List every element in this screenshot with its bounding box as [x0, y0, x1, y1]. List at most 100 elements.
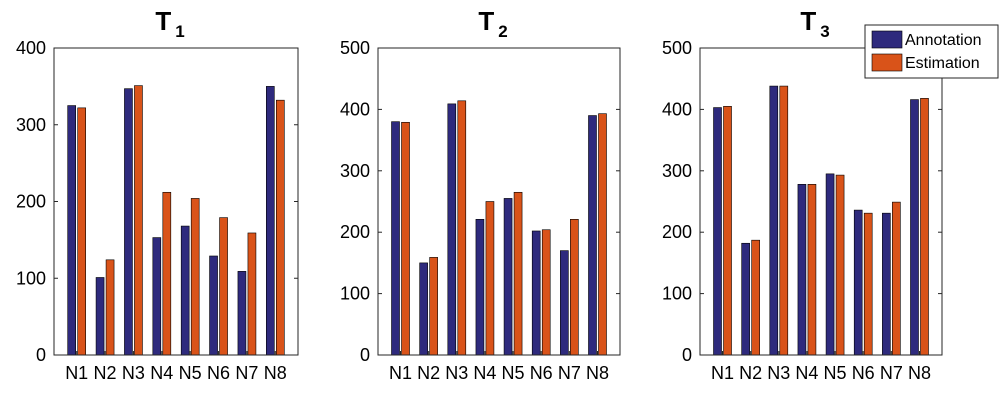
x-tick-label: N6: [530, 363, 553, 383]
y-tick-label: 200: [340, 222, 370, 242]
bar-estimation-n3: [779, 85, 789, 356]
bar-estimation-n2: [105, 259, 115, 356]
bar-estimation-n6: [541, 229, 551, 356]
bar-estimation-n2: [429, 257, 438, 356]
x-tick-label: N6: [852, 363, 875, 383]
x-tick-label: N5: [502, 363, 525, 383]
bar-estimation-n3: [457, 100, 467, 356]
bar-estimation-n8: [276, 99, 285, 356]
y-tick-label: 500: [340, 38, 370, 58]
bar-estimation-n8: [598, 113, 607, 356]
x-tick-label: N7: [558, 363, 581, 383]
legend-swatch-estimation: [871, 53, 903, 72]
bar-annotation-n3: [124, 88, 133, 356]
bar-annotation-n5: [180, 225, 190, 356]
bar-estimation-n8: [920, 98, 929, 356]
y-tick-label: 200: [16, 192, 46, 212]
bar-annotation-n8: [266, 86, 275, 356]
x-tick-label: N8: [264, 363, 287, 383]
y-tick-label: 400: [662, 99, 692, 119]
bar-annotation-n1: [713, 107, 722, 356]
bar-estimation-n5: [835, 174, 845, 356]
legend-label-annotation: Annotation: [905, 32, 982, 49]
x-tick-label: N2: [94, 363, 117, 383]
bar-annotation-n4: [475, 219, 485, 356]
bar-annotation-n8: [910, 99, 919, 356]
y-tick-label: 300: [340, 161, 370, 181]
bar-annotation-n6: [209, 255, 218, 356]
bar-estimation-n7: [247, 232, 257, 356]
x-tick-label: N2: [739, 363, 762, 383]
x-tick-label: N1: [711, 363, 734, 383]
chart-panel-3: N1 N2 N3 N4 N5 N6 N7 N8 0 100 200 300 400 500 T 3 Annota…: [662, 6, 999, 383]
y-tick-label: 100: [662, 284, 692, 304]
x-tick-label: N3: [767, 363, 790, 383]
x-tick-label: N7: [880, 363, 903, 383]
x-tick-label: N6: [207, 363, 230, 383]
y-tick-label: 100: [16, 268, 46, 288]
bar-annotation-n2: [419, 262, 428, 356]
bar-estimation-n7: [892, 201, 901, 356]
bar-annotation-n7: [560, 250, 569, 356]
legend: Annotation Estimation: [864, 24, 999, 79]
chart-panel-1: N1 N2 N3 N4 N5 N6 N7 N8 0 100 200 300 400 T 1: [16, 6, 299, 383]
legend-label-estimation: Estimation: [905, 55, 980, 72]
axes-box: [53, 47, 299, 356]
bar-estimation-n1: [401, 121, 410, 356]
y-tick-label: 0: [36, 345, 46, 365]
x-tick-label: N7: [235, 363, 258, 383]
y-tick-label: 200: [662, 222, 692, 242]
x-tick-label: N8: [586, 363, 609, 383]
x-tick-label: N5: [179, 363, 202, 383]
x-tick-label: N2: [417, 363, 440, 383]
bar-annotation-n7: [237, 271, 247, 356]
x-tick-label: N4: [473, 363, 496, 383]
bar-annotation-n5: [503, 198, 513, 356]
chart-panel-2: N1 N2 N3 N4 N5 N6 N7 N8 0 100 200 300 400 500 T 2: [340, 6, 621, 383]
bar-estimation-n7: [570, 219, 579, 356]
y-tick-label: 300: [16, 115, 46, 135]
bar-estimation-n1: [723, 106, 732, 356]
legend-swatch-annotation: [871, 30, 903, 49]
bar-annotation-n8: [588, 115, 597, 356]
x-tick-label: N3: [122, 363, 145, 383]
bar-estimation-n4: [485, 201, 495, 356]
bar-estimation-n1: [77, 107, 86, 356]
bar-estimation-n6: [219, 217, 228, 356]
y-tick-label: 0: [360, 345, 370, 365]
y-tick-label: 100: [340, 284, 370, 304]
bar-annotation-n1: [67, 105, 76, 356]
bar-annotation-n5: [825, 173, 835, 356]
bar-estimation-n4: [162, 191, 172, 356]
x-tick-label: N4: [795, 363, 818, 383]
bar-annotation-n1: [391, 121, 400, 356]
x-tick-label: N3: [445, 363, 468, 383]
bar-annotation-n2: [95, 277, 105, 356]
bar-estimation-n2: [751, 239, 760, 356]
bar-estimation-n5: [513, 191, 523, 356]
bar-annotation-n4: [152, 237, 162, 356]
axes-box: [377, 47, 621, 356]
y-tick-label: 300: [662, 161, 692, 181]
axes-box: [699, 47, 943, 356]
x-tick-label: N4: [150, 363, 173, 383]
bar-annotation-n3: [769, 85, 779, 356]
x-tick-label: N1: [65, 363, 88, 383]
x-tick-label: N1: [389, 363, 412, 383]
bar-estimation-n3: [134, 85, 143, 356]
bar-annotation-n7: [882, 212, 891, 356]
y-tick-label: 500: [662, 38, 692, 58]
bar-annotation-n2: [741, 242, 750, 356]
x-tick-label: N5: [824, 363, 847, 383]
y-tick-label: 400: [16, 38, 46, 58]
x-tick-label: N8: [908, 363, 931, 383]
bar-annotation-n6: [853, 209, 863, 356]
bar-annotation-n3: [447, 103, 457, 356]
bar-estimation-n6: [863, 212, 873, 356]
y-tick-label: 400: [340, 99, 370, 119]
y-tick-label: 0: [682, 345, 692, 365]
